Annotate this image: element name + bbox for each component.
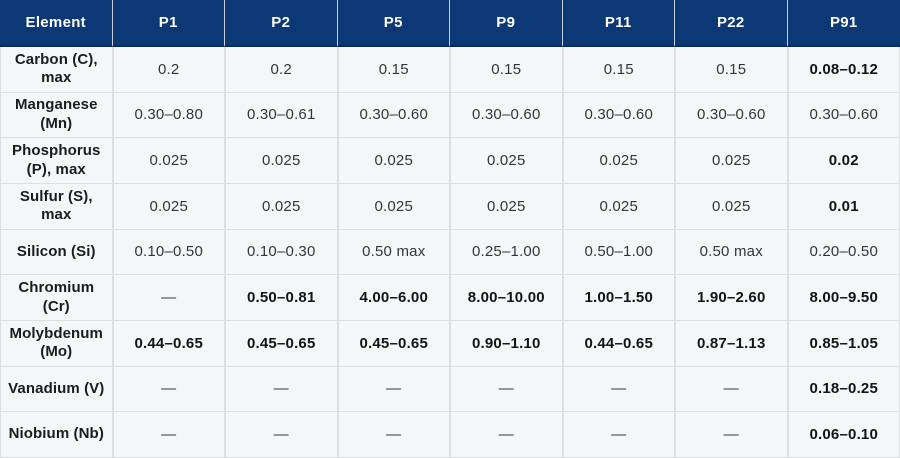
value-cell: 0.25–1.00	[450, 229, 563, 276]
value-cell: —	[450, 412, 563, 458]
value-cell: 4.00–6.00	[337, 275, 450, 321]
value-cell: 8.00–9.50	[787, 275, 900, 321]
value-cell: 0.45–0.65	[337, 321, 450, 367]
row-label: Manganese (Mn)	[0, 92, 113, 139]
value-cell: —	[225, 366, 338, 413]
value-cell: 0.45–0.65	[225, 321, 338, 367]
header-cell-p22: P22	[675, 0, 788, 47]
value-cell: 0.08–0.12	[787, 47, 900, 93]
value-cell: 0.30–0.60	[450, 92, 563, 139]
value-cell: 0.025	[225, 184, 338, 230]
value-cell: 1.00–1.50	[562, 275, 675, 321]
header-cell-p5: P5	[337, 0, 450, 47]
value-cell: 8.00–10.00	[450, 275, 563, 321]
value-cell: 0.50 max	[675, 229, 788, 276]
value-cell: 0.85–1.05	[787, 321, 900, 367]
value-cell: —	[112, 366, 225, 413]
value-cell: 0.10–0.30	[225, 229, 338, 276]
value-cell: 0.025	[675, 138, 788, 184]
value-cell: 0.025	[337, 184, 450, 230]
value-cell: 0.15	[562, 47, 675, 93]
value-cell: —	[675, 412, 788, 458]
value-cell: 0.30–0.60	[787, 92, 900, 139]
value-cell: —	[562, 366, 675, 413]
row-label: Carbon (C), max	[0, 47, 113, 93]
value-cell: 0.025	[450, 138, 563, 184]
row-label: Vanadium (V)	[0, 366, 113, 413]
value-cell: 0.87–1.13	[675, 321, 788, 367]
value-cell: 0.20–0.50	[787, 229, 900, 276]
value-cell: 0.44–0.65	[112, 321, 225, 367]
value-cell: 1.90–2.60	[675, 275, 788, 321]
header-cell-p11: P11	[562, 0, 675, 47]
header-cell-p9: P9	[450, 0, 563, 47]
row-label: Niobium (Nb)	[0, 412, 113, 458]
value-cell: 0.90–1.10	[450, 321, 563, 367]
value-cell: —	[675, 366, 788, 413]
header-cell-p2: P2	[225, 0, 338, 47]
header-cell-element: Element	[0, 0, 113, 47]
value-cell: 0.01	[787, 184, 900, 230]
value-cell: —	[112, 275, 225, 321]
value-cell: —	[225, 412, 338, 458]
row-label: Silicon (Si)	[0, 229, 113, 276]
value-cell: 0.30–0.80	[112, 92, 225, 139]
value-cell: 0.025	[675, 184, 788, 230]
row-label: Phosphorus (P), max	[0, 138, 113, 184]
value-cell: 0.025	[562, 184, 675, 230]
value-cell: 0.30–0.61	[225, 92, 338, 139]
value-cell: 0.2	[112, 47, 225, 93]
value-cell: 0.10–0.50	[112, 229, 225, 276]
row-label: Sulfur (S), max	[0, 184, 113, 230]
value-cell: 0.025	[450, 184, 563, 230]
value-cell: 0.30–0.60	[337, 92, 450, 139]
value-cell: 0.15	[675, 47, 788, 93]
value-cell: 0.18–0.25	[787, 366, 900, 413]
row-label: Chromium (Cr)	[0, 275, 113, 321]
value-cell: —	[337, 412, 450, 458]
value-cell: 0.025	[562, 138, 675, 184]
value-cell: 0.025	[112, 138, 225, 184]
value-cell: 0.50 max	[337, 229, 450, 276]
value-cell: 0.025	[225, 138, 338, 184]
value-cell: 0.15	[337, 47, 450, 93]
value-cell: 0.30–0.60	[675, 92, 788, 139]
value-cell: 0.02	[787, 138, 900, 184]
value-cell: 0.30–0.60	[562, 92, 675, 139]
value-cell: —	[450, 366, 563, 413]
header-cell-p91: P91	[787, 0, 900, 47]
header-cell-p1: P1	[112, 0, 225, 47]
value-cell: —	[337, 366, 450, 413]
value-cell: 0.025	[337, 138, 450, 184]
value-cell: 0.50–1.00	[562, 229, 675, 276]
value-cell: 0.50–0.81	[225, 275, 338, 321]
value-cell: 0.44–0.65	[562, 321, 675, 367]
value-cell: 0.15	[450, 47, 563, 93]
value-cell: 0.025	[112, 184, 225, 230]
value-cell: 0.2	[225, 47, 338, 93]
value-cell: —	[112, 412, 225, 458]
value-cell: 0.06–0.10	[787, 412, 900, 458]
value-cell: —	[562, 412, 675, 458]
row-label: Molybdenum (Mo)	[0, 321, 113, 367]
